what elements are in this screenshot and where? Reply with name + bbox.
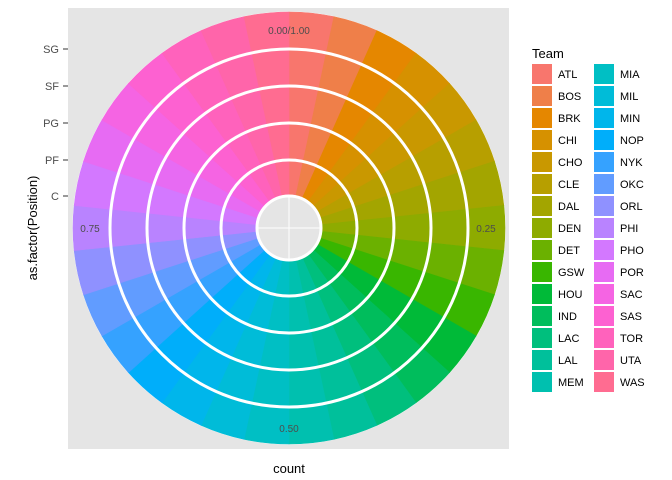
legend-swatch-CLE	[532, 174, 552, 194]
legend-label-ATL: ATL	[558, 69, 577, 81]
legend-swatch-CHI	[532, 130, 552, 150]
legend-swatch-NOP	[594, 130, 614, 150]
y-tick-label: C	[51, 191, 59, 203]
legend-label-BOS: BOS	[558, 91, 581, 103]
ring-separators	[108, 47, 470, 409]
legend-swatch-POR	[594, 262, 614, 282]
theta-tick-label: 0.25	[476, 224, 496, 235]
legend-swatch-PHI	[594, 218, 614, 238]
legend-label-CHO: CHO	[558, 157, 583, 169]
y-tick-label: SG	[43, 44, 59, 56]
legend-label-CHI: CHI	[558, 135, 577, 147]
legend-label-SAC: SAC	[620, 289, 643, 301]
legend-swatch-NYK	[594, 152, 614, 172]
legend-swatch-ORL	[594, 196, 614, 216]
ring-separator	[108, 47, 470, 409]
legend-label-POR: POR	[620, 267, 644, 279]
legend-label-OKC: OKC	[620, 179, 644, 191]
legend-label-PHI: PHI	[620, 223, 638, 235]
wedge-PG-DEN	[393, 212, 432, 244]
theta-tick-label: 0.00/1.00	[268, 26, 310, 37]
legend-label-HOU: HOU	[558, 289, 583, 301]
legend-swatch-MEM	[532, 372, 552, 392]
legend-swatch-PHO	[594, 240, 614, 260]
legend-swatch-LAC	[532, 328, 552, 348]
wedge-SF-DEN	[429, 208, 469, 248]
legend-label-DET: DET	[558, 245, 580, 257]
legend-label-NYK: NYK	[620, 157, 643, 169]
ring-separator	[255, 194, 323, 262]
legend-swatch-CHO	[532, 152, 552, 172]
ring-separator	[219, 158, 359, 298]
legend-label-GSW: GSW	[558, 267, 585, 279]
legend-label-PHO: PHO	[620, 245, 644, 257]
legend-label-ORL: ORL	[620, 201, 643, 213]
legend-label-UTA: UTA	[620, 355, 642, 367]
legend-swatch-SAS	[594, 306, 614, 326]
y-tick-label: PF	[45, 155, 59, 167]
legend-label-SAS: SAS	[620, 311, 642, 323]
ring-separator	[182, 121, 396, 335]
legend-swatch-GSW	[532, 262, 552, 282]
legend-label-DAL: DAL	[558, 201, 579, 213]
legend-swatch-MIA	[594, 64, 614, 84]
legend-swatch-DAL	[532, 196, 552, 216]
y-tick-label: PG	[43, 118, 59, 130]
legend-label-TOR: TOR	[620, 333, 643, 345]
legend-label-NOP: NOP	[620, 135, 644, 147]
legend-label-MIL: MIL	[620, 91, 638, 103]
legend-label-DEN: DEN	[558, 223, 581, 235]
legend-swatch-OKC	[594, 174, 614, 194]
legend-label-MIN: MIN	[620, 113, 640, 125]
legend-swatch-HOU	[532, 284, 552, 304]
legend-label-LAC: LAC	[558, 333, 579, 345]
ring-separator	[145, 84, 433, 372]
legend-swatch-UTA	[594, 350, 614, 370]
legend-swatch-BRK	[532, 108, 552, 128]
legend-swatch-SAC	[594, 284, 614, 304]
legend-label-LAL: LAL	[558, 355, 578, 367]
legend-label-BRK: BRK	[558, 113, 581, 125]
legend-swatch-BOS	[532, 86, 552, 106]
legend: Team ATL BOS BRK CHI CHO CLE DAL DEN DET GSW HOU IN…	[532, 46, 645, 392]
legend-label-CLE: CLE	[558, 179, 579, 191]
legend-swatch-MIN	[594, 108, 614, 128]
wedge-SF-PHI	[109, 208, 149, 248]
legend-swatch-IND	[532, 306, 552, 326]
legend-swatch-DET	[532, 240, 552, 260]
wedge-PG-PHI	[146, 212, 185, 244]
legend-label-IND: IND	[558, 311, 577, 323]
theta-tick-label: 0.50	[279, 424, 299, 435]
legend-label-MIA: MIA	[620, 69, 640, 81]
legend-label-WAS: WAS	[620, 377, 645, 389]
legend-swatch-MIL	[594, 86, 614, 106]
legend-swatch-LAL	[532, 350, 552, 370]
legend-label-MEM: MEM	[558, 377, 584, 389]
legend-swatch-ATL	[532, 64, 552, 84]
y-axis-label: as.factor(Position)	[25, 176, 40, 281]
x-axis-label: count	[273, 461, 305, 476]
theta-tick-labels: 0.00/1.00 0.25 0.50 0.75	[80, 26, 496, 435]
legend-swatch-DEN	[532, 218, 552, 238]
legend-title: Team	[532, 46, 564, 61]
legend-swatch-TOR	[594, 328, 614, 348]
legend-swatch-WAS	[594, 372, 614, 392]
theta-tick-label: 0.75	[80, 224, 100, 235]
y-tick-label: SF	[45, 81, 59, 93]
y-axis-ticks: C PF PG SF SG	[43, 44, 68, 203]
